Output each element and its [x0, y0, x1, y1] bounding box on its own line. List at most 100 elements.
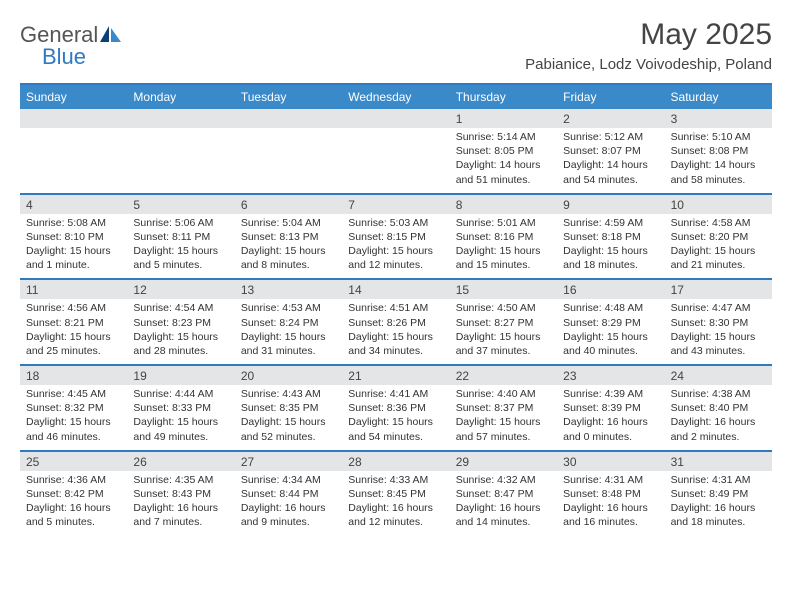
day-line: Daylight: 15 hours	[26, 330, 121, 344]
day-line: Sunset: 8:45 PM	[348, 487, 443, 501]
day-data-cell: Sunrise: 5:01 AMSunset: 8:16 PMDaylight:…	[450, 214, 557, 279]
day-number-cell: 15	[450, 278, 557, 299]
day-line: Daylight: 15 hours	[348, 415, 443, 429]
day-data-cell: Sunrise: 4:31 AMSunset: 8:49 PMDaylight:…	[665, 471, 772, 536]
day-number-cell: 29	[450, 450, 557, 471]
day-line: and 12 minutes.	[348, 515, 443, 529]
weekday-friday: Friday	[557, 85, 664, 109]
page-title: May 2025	[525, 18, 772, 52]
day-line: Sunrise: 4:33 AM	[348, 473, 443, 487]
day-line: Sunset: 8:32 PM	[26, 401, 121, 415]
day-line: Daylight: 16 hours	[348, 501, 443, 515]
day-line: Sunset: 8:29 PM	[563, 316, 658, 330]
day-number-cell: 1	[450, 109, 557, 128]
day-line: Sunset: 8:47 PM	[456, 487, 551, 501]
day-number-cell: 27	[235, 450, 342, 471]
day-line: Daylight: 14 hours	[671, 158, 766, 172]
day-data-cell: Sunrise: 4:44 AMSunset: 8:33 PMDaylight:…	[127, 385, 234, 450]
day-data-cell: Sunrise: 4:58 AMSunset: 8:20 PMDaylight:…	[665, 214, 772, 279]
weekday-tuesday: Tuesday	[235, 85, 342, 109]
day-data-cell	[20, 128, 127, 193]
day-line: Sunrise: 4:44 AM	[133, 387, 228, 401]
day-data-cell: Sunrise: 4:35 AMSunset: 8:43 PMDaylight:…	[127, 471, 234, 536]
day-line: Daylight: 15 hours	[456, 415, 551, 429]
day-number-cell: 17	[665, 278, 772, 299]
day-number-cell: 6	[235, 193, 342, 214]
day-line: Daylight: 15 hours	[671, 244, 766, 258]
weekday-wednesday: Wednesday	[342, 85, 449, 109]
day-line: Daylight: 15 hours	[563, 330, 658, 344]
logo: General Blue	[20, 22, 140, 70]
day-line: Sunrise: 4:39 AM	[563, 387, 658, 401]
day-line: Sunrise: 4:54 AM	[133, 301, 228, 315]
day-number-cell: 18	[20, 364, 127, 385]
day-number-cell: 21	[342, 364, 449, 385]
day-data-cell: Sunrise: 4:53 AMSunset: 8:24 PMDaylight:…	[235, 299, 342, 364]
day-line: Sunset: 8:42 PM	[26, 487, 121, 501]
day-data-cell	[342, 128, 449, 193]
day-line: Daylight: 14 hours	[563, 158, 658, 172]
day-number-cell: 7	[342, 193, 449, 214]
day-line: Sunrise: 4:47 AM	[671, 301, 766, 315]
day-line: Sunset: 8:44 PM	[241, 487, 336, 501]
day-number-cell: 14	[342, 278, 449, 299]
day-line: Daylight: 16 hours	[671, 415, 766, 429]
day-line: Daylight: 15 hours	[241, 415, 336, 429]
day-line: and 15 minutes.	[456, 258, 551, 272]
day-line: and 25 minutes.	[26, 344, 121, 358]
day-data-cell: Sunrise: 5:03 AMSunset: 8:15 PMDaylight:…	[342, 214, 449, 279]
day-line: and 51 minutes.	[456, 173, 551, 187]
weekday-header: Sunday Monday Tuesday Wednesday Thursday…	[20, 85, 772, 109]
day-data-cell: Sunrise: 4:43 AMSunset: 8:35 PMDaylight:…	[235, 385, 342, 450]
day-line: Daylight: 14 hours	[456, 158, 551, 172]
calendar-grid: 123Sunrise: 5:14 AMSunset: 8:05 PMDaylig…	[20, 109, 772, 535]
day-line: and 7 minutes.	[133, 515, 228, 529]
calendar: Sunday Monday Tuesday Wednesday Thursday…	[20, 83, 772, 535]
day-number-cell: 2	[557, 109, 664, 128]
day-line: Sunset: 8:49 PM	[671, 487, 766, 501]
day-data-cell: Sunrise: 4:50 AMSunset: 8:27 PMDaylight:…	[450, 299, 557, 364]
day-number-cell	[127, 109, 234, 128]
day-line: and 54 minutes.	[348, 430, 443, 444]
day-line: Sunset: 8:13 PM	[241, 230, 336, 244]
day-data-cell: Sunrise: 4:39 AMSunset: 8:39 PMDaylight:…	[557, 385, 664, 450]
day-line: Sunset: 8:07 PM	[563, 144, 658, 158]
sail-icon	[98, 24, 122, 44]
day-line: Daylight: 15 hours	[133, 415, 228, 429]
day-line: Sunrise: 4:59 AM	[563, 216, 658, 230]
day-line: and 14 minutes.	[456, 515, 551, 529]
day-line: Daylight: 16 hours	[563, 415, 658, 429]
day-line: Daylight: 15 hours	[26, 244, 121, 258]
day-line: Sunset: 8:16 PM	[456, 230, 551, 244]
day-number-cell: 22	[450, 364, 557, 385]
day-number-cell: 30	[557, 450, 664, 471]
day-line: and 12 minutes.	[348, 258, 443, 272]
day-line: Daylight: 16 hours	[26, 501, 121, 515]
day-data-cell: Sunrise: 4:40 AMSunset: 8:37 PMDaylight:…	[450, 385, 557, 450]
weekday-monday: Monday	[127, 85, 234, 109]
day-line: and 9 minutes.	[241, 515, 336, 529]
weekday-saturday: Saturday	[665, 85, 772, 109]
day-line: and 5 minutes.	[133, 258, 228, 272]
day-line: Sunset: 8:24 PM	[241, 316, 336, 330]
day-data-cell: Sunrise: 4:36 AMSunset: 8:42 PMDaylight:…	[20, 471, 127, 536]
day-line: Sunrise: 4:43 AM	[241, 387, 336, 401]
day-line: and 54 minutes.	[563, 173, 658, 187]
day-line: Sunrise: 5:14 AM	[456, 130, 551, 144]
day-line: and 21 minutes.	[671, 258, 766, 272]
day-data-cell: Sunrise: 5:06 AMSunset: 8:11 PMDaylight:…	[127, 214, 234, 279]
day-number-cell: 31	[665, 450, 772, 471]
day-line: and 31 minutes.	[241, 344, 336, 358]
day-line: and 52 minutes.	[241, 430, 336, 444]
day-line: Daylight: 15 hours	[456, 330, 551, 344]
day-data-cell: Sunrise: 4:45 AMSunset: 8:32 PMDaylight:…	[20, 385, 127, 450]
day-line: Sunrise: 4:58 AM	[671, 216, 766, 230]
day-line: Sunset: 8:21 PM	[26, 316, 121, 330]
day-line: Sunrise: 4:36 AM	[26, 473, 121, 487]
day-line: Sunrise: 5:04 AM	[241, 216, 336, 230]
weekday-sunday: Sunday	[20, 85, 127, 109]
day-line: Sunset: 8:26 PM	[348, 316, 443, 330]
weekday-thursday: Thursday	[450, 85, 557, 109]
day-line: Sunset: 8:33 PM	[133, 401, 228, 415]
day-line: Sunrise: 5:12 AM	[563, 130, 658, 144]
